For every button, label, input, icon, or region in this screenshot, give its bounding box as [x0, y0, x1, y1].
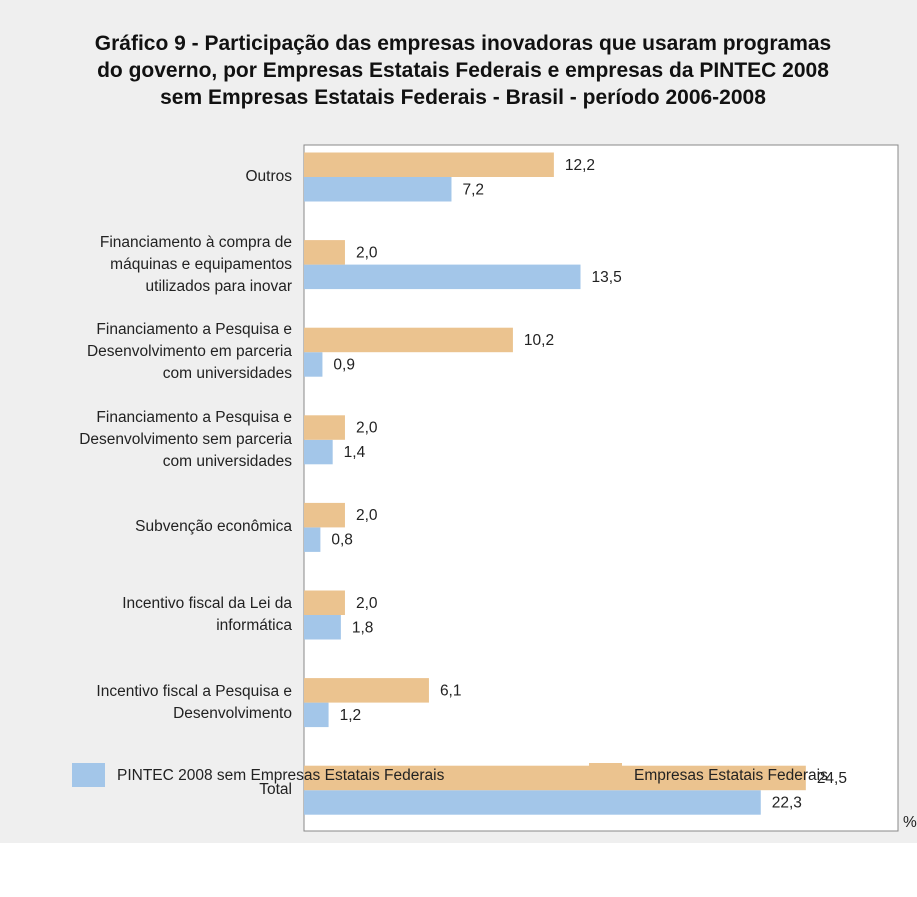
bar: [304, 790, 761, 815]
x-axis-label: %: [903, 814, 917, 831]
value-label: 2,0: [356, 507, 378, 524]
bar: [304, 678, 429, 703]
legend-label: PINTEC 2008 sem Empresas Estatais Federa…: [117, 767, 445, 784]
plot-area: [303, 144, 899, 832]
value-label: 1,4: [344, 444, 366, 461]
value-label: 0,8: [331, 532, 353, 549]
bar: [304, 702, 329, 728]
category-label: Financiamento à compra de máquinas e equ…: [99, 233, 292, 295]
bar: [304, 152, 554, 177]
category-label: Financiamento a Pesquisa e Desenvolvimen…: [86, 321, 292, 383]
bar: [304, 439, 333, 465]
category-label: Total: [259, 781, 292, 799]
bar: [304, 264, 581, 290]
legend-label: Empresas Estatais Federais: [634, 767, 828, 784]
value-label: 2,0: [356, 595, 378, 612]
value-label: 24,5: [817, 770, 847, 787]
value-label: 1,8: [352, 619, 374, 636]
bar: [304, 177, 452, 202]
bar: [304, 352, 323, 377]
bar: [304, 615, 341, 640]
bar: [304, 327, 513, 353]
bar: [304, 765, 806, 791]
chart-title: Gráfico 9 - Participação das empresas in…: [94, 32, 832, 109]
category-label: Subvenção econômica: [135, 518, 292, 536]
category-label: Outros: [245, 168, 292, 185]
category-label: Incentivo fiscal a Pesquisa e Desenvolvi…: [96, 682, 292, 722]
value-label: 1,2: [340, 707, 362, 724]
category-label: Incentivo fiscal da Lei da informática: [122, 595, 292, 634]
value-label: 10,2: [524, 332, 554, 349]
legend-swatch: [72, 763, 105, 787]
bar: [304, 527, 321, 552]
value-label: 2,0: [356, 420, 378, 437]
bar: [304, 240, 345, 265]
value-label: 12,2: [565, 157, 595, 174]
value-label: 22,3: [772, 795, 802, 812]
value-label: 6,1: [440, 682, 462, 699]
bar: [304, 590, 345, 615]
category-label: Financiamento a Pesquisa e Desenvolvimen…: [79, 408, 292, 470]
value-label: 0,9: [333, 357, 355, 374]
value-label: 13,5: [592, 269, 622, 286]
legend-swatch: [589, 763, 622, 787]
bar: [304, 502, 345, 528]
bar: [304, 415, 345, 440]
value-label: 7,2: [462, 181, 484, 198]
value-label: 2,0: [356, 244, 378, 261]
